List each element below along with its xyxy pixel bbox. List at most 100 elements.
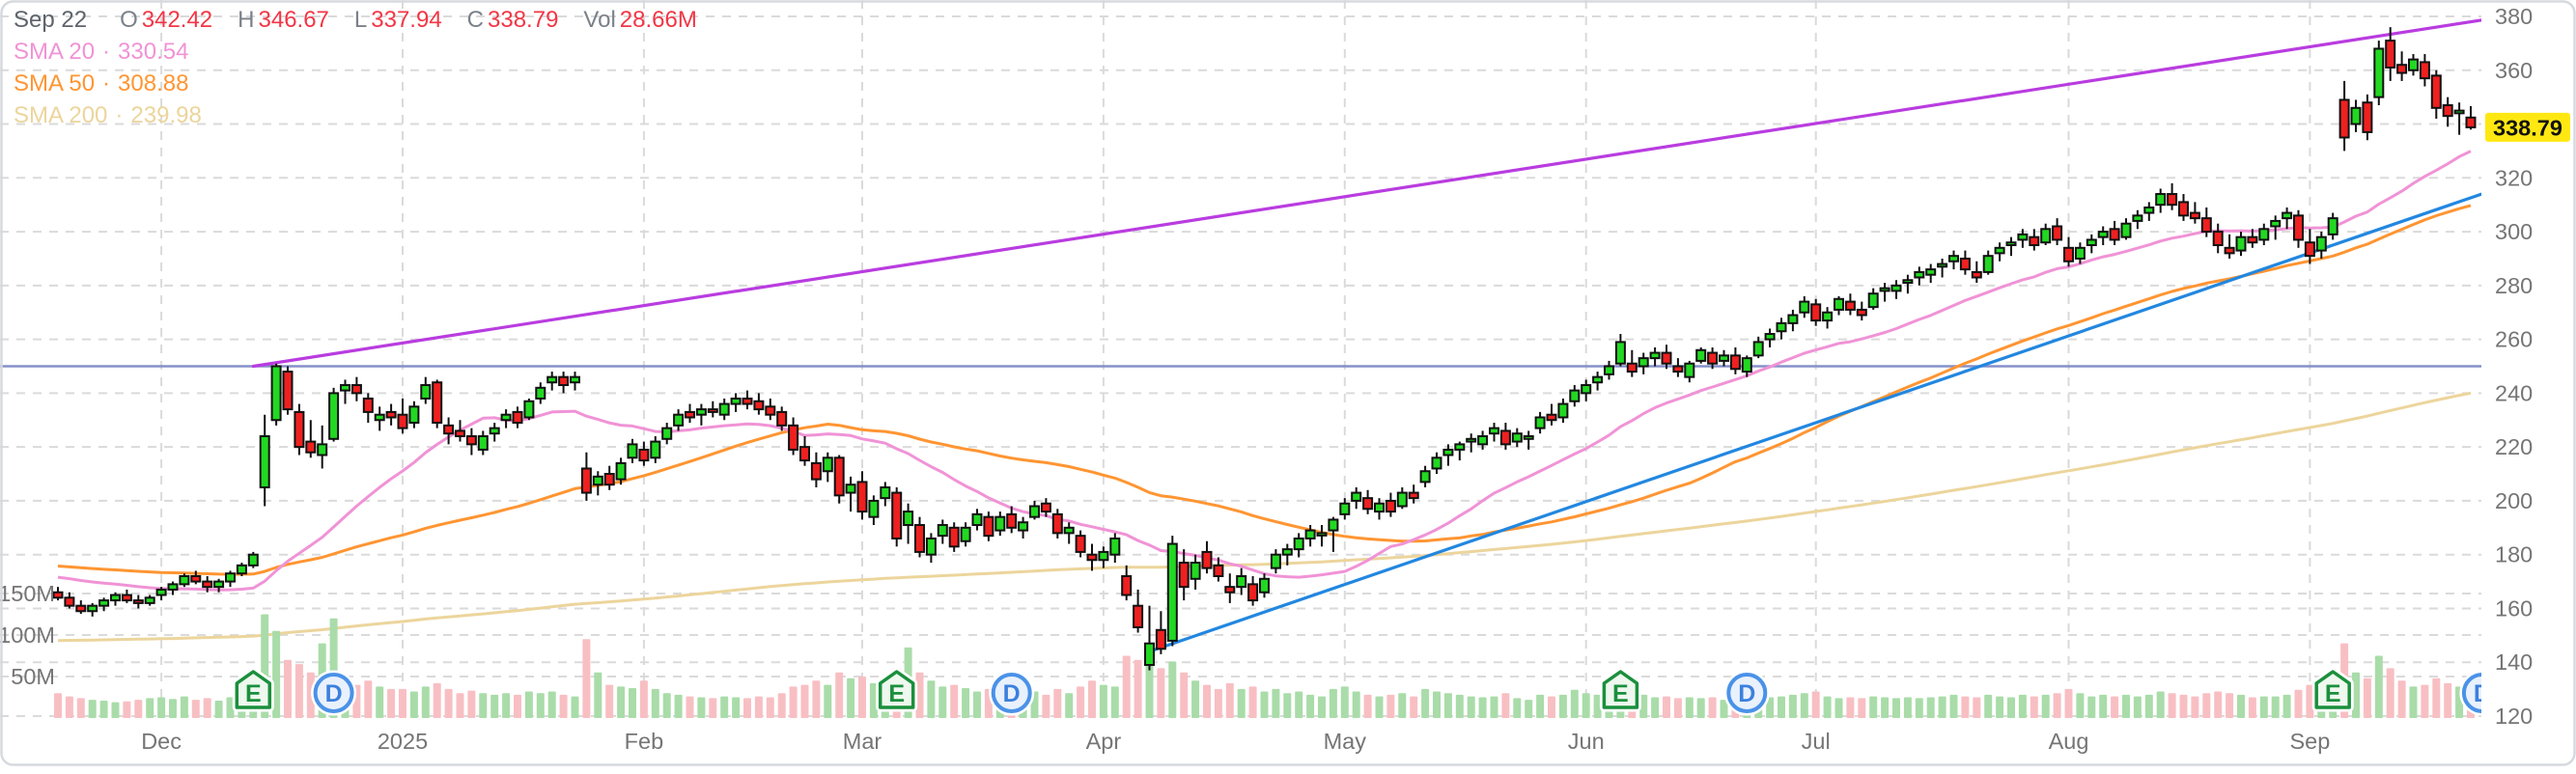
dividend-badge[interactable]: D bbox=[1723, 670, 1770, 716]
volume-bar bbox=[1352, 691, 1360, 718]
candle-body bbox=[2315, 235, 2327, 252]
indicator-row-sma-200[interactable]: SMA 200 · 239.98 bbox=[14, 99, 722, 131]
volume-bar bbox=[2111, 696, 2119, 718]
price-tick-label: 240 bbox=[2495, 380, 2533, 405]
candle-body bbox=[695, 408, 707, 416]
candle-body bbox=[765, 405, 776, 416]
candle-body bbox=[535, 386, 546, 400]
volume-bar bbox=[2352, 672, 2360, 718]
volume-bar bbox=[938, 686, 947, 718]
price-axis[interactable]: 3803603403203002802602402202001801601401… bbox=[2481, 0, 2576, 774]
earnings-badge[interactable]: E bbox=[232, 667, 274, 712]
volume-bar bbox=[294, 664, 303, 718]
volume-bar bbox=[1088, 680, 1096, 718]
candle-body bbox=[1419, 470, 1431, 484]
candle-body bbox=[1362, 497, 1374, 511]
candle-body bbox=[1959, 257, 1971, 271]
candle-body bbox=[512, 410, 523, 425]
volume-bar bbox=[456, 693, 464, 718]
volume-bar bbox=[1110, 686, 1119, 718]
ascending-trendline-minor bbox=[1147, 192, 2481, 653]
candle-body bbox=[2189, 211, 2200, 220]
volume-bar bbox=[2444, 682, 2452, 718]
candle-body bbox=[1466, 437, 1477, 443]
earnings-badge[interactable]: E bbox=[876, 667, 918, 712]
dividend-badge[interactable]: D bbox=[2459, 670, 2501, 716]
volume-bar bbox=[2053, 693, 2061, 718]
volume-bar bbox=[180, 696, 188, 718]
ohlc-field: C 338.79 bbox=[467, 7, 559, 33]
candle-body bbox=[2074, 246, 2086, 260]
candle-body bbox=[1523, 435, 1534, 440]
volume-bar bbox=[617, 686, 626, 718]
candle-body bbox=[500, 413, 512, 422]
candle-body bbox=[650, 440, 661, 459]
candle-body bbox=[2293, 214, 2304, 241]
volume-bar bbox=[479, 693, 488, 718]
candle-body bbox=[2373, 47, 2385, 98]
volume-bar bbox=[950, 684, 959, 718]
candles-layer bbox=[52, 27, 2477, 671]
indicator-row-sma-50[interactable]: SMA 50 · 308.88 bbox=[14, 68, 722, 99]
plot-area[interactable]: EEEEDDDD bbox=[0, 0, 2506, 720]
volume-bar bbox=[1455, 694, 1464, 718]
candle-body bbox=[465, 435, 477, 446]
earnings-letter: E bbox=[1612, 680, 1629, 707]
volume-bar bbox=[1639, 694, 1648, 718]
time-axis[interactable]: Dec 2025 Feb Mar Apr May Jun Jul Aug Sep bbox=[141, 729, 2330, 754]
volume-bar bbox=[2144, 694, 2153, 718]
volume-bar bbox=[2421, 684, 2429, 718]
volume-bar bbox=[1248, 686, 1257, 718]
volume-bar bbox=[2363, 677, 2371, 718]
candle-body bbox=[2017, 233, 2029, 241]
candle-body bbox=[1546, 413, 1557, 422]
dividend-badge[interactable]: D bbox=[311, 670, 357, 716]
volume-bar bbox=[1996, 696, 2004, 718]
candle-body bbox=[1822, 311, 1834, 322]
volume-bar bbox=[2018, 694, 2027, 718]
candle-body bbox=[1890, 284, 1902, 292]
candle-body bbox=[2224, 246, 2235, 255]
candle-body bbox=[2304, 241, 2315, 258]
candle-body bbox=[1752, 341, 1764, 357]
volume-bar bbox=[1363, 694, 1372, 718]
volume-bar bbox=[2064, 688, 2073, 718]
dividend-icon bbox=[2461, 673, 2481, 713]
candle-body bbox=[1109, 537, 1121, 556]
volume-bar bbox=[203, 698, 211, 718]
candle-body bbox=[903, 511, 914, 527]
candle-body bbox=[845, 484, 856, 494]
volume-bar bbox=[2294, 689, 2303, 718]
volume-bar bbox=[1570, 689, 1579, 718]
candle-body bbox=[627, 443, 638, 459]
volume-bar bbox=[847, 677, 855, 718]
earnings-badge[interactable]: E bbox=[1599, 667, 1641, 712]
volume-bar bbox=[1892, 698, 1900, 718]
current-price-badge-bg bbox=[2485, 112, 2570, 142]
volume-bar bbox=[2271, 696, 2280, 718]
candle-body bbox=[1672, 365, 1684, 373]
candle-body bbox=[1581, 384, 1592, 395]
volume-bar bbox=[766, 697, 774, 718]
candle-body bbox=[190, 575, 202, 583]
volume-bar bbox=[1490, 696, 1498, 718]
candle-body bbox=[1925, 268, 1937, 276]
candle-body bbox=[247, 553, 259, 567]
price-tick-label: 140 bbox=[2495, 650, 2533, 675]
candle-body bbox=[477, 435, 489, 451]
candle-body bbox=[1075, 535, 1086, 553]
ohlc-field: Vol 28.66M bbox=[583, 7, 696, 33]
volume-bar bbox=[88, 700, 97, 718]
candle-body bbox=[1040, 502, 1051, 513]
volume-bar bbox=[169, 699, 177, 718]
indicator-row-sma-20[interactable]: SMA 20 · 330.54 bbox=[14, 36, 722, 68]
volume-bar bbox=[629, 688, 636, 718]
volume-bar bbox=[1318, 696, 1326, 718]
candle-body bbox=[225, 572, 236, 583]
candle-body bbox=[856, 481, 868, 513]
candle-body bbox=[1086, 553, 1098, 562]
earnings-badge[interactable]: E bbox=[2311, 667, 2354, 712]
dividend-badge[interactable]: D bbox=[989, 670, 1035, 716]
candle-body bbox=[994, 515, 1006, 532]
